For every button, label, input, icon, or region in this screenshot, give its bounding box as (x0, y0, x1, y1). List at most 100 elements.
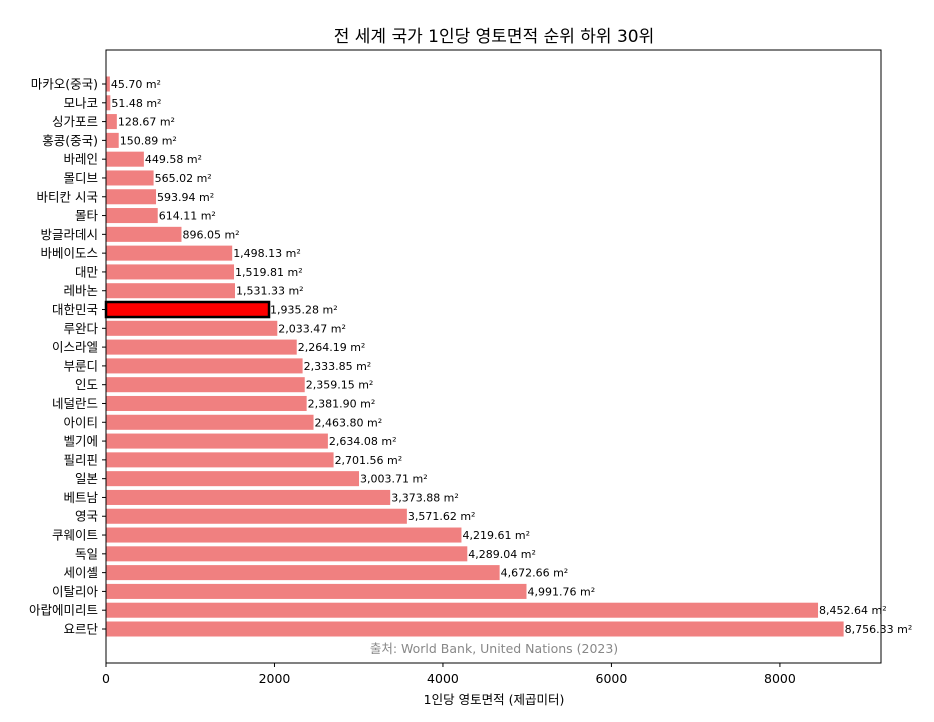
bar (106, 114, 117, 130)
bar (106, 320, 278, 336)
value-label: 1,531.33 m² (236, 285, 304, 298)
bar (106, 452, 334, 468)
value-label: 8,452.64 m² (819, 604, 887, 617)
bar (106, 395, 307, 411)
bar (106, 95, 111, 111)
bar (106, 508, 407, 524)
category-label: 대한민국 (52, 302, 98, 317)
category-label: 독일 (75, 546, 98, 561)
value-label: 4,672.66 m² (501, 567, 569, 580)
bar (106, 602, 819, 618)
bar (106, 226, 182, 242)
category-label: 마카오(중국) (31, 77, 98, 92)
value-label: 614.11 m² (159, 210, 216, 223)
category-label: 베트남 (63, 490, 98, 505)
bar (106, 565, 500, 581)
bar (106, 546, 468, 562)
value-label: 896.05 m² (182, 228, 239, 241)
value-label: 1,498.13 m² (233, 247, 301, 260)
value-label: 3,373.88 m² (391, 491, 459, 504)
bar (106, 151, 144, 167)
value-label: 565.02 m² (155, 172, 212, 185)
x-tick-label: 6000 (596, 671, 628, 686)
bar (106, 170, 154, 186)
value-label: 1,519.81 m² (235, 266, 303, 279)
value-labels-group: 45.70 m² 51.48 m² 128.67 m² 150.89 m² 449.58… (111, 78, 912, 636)
category-label: 이탈리아 (52, 584, 99, 599)
bars-group (104, 76, 844, 637)
bar (106, 245, 233, 261)
chart-title: 전 세계 국가 1인당 영토면적 순위 하위 30위 (334, 27, 655, 47)
category-label: 방글라데시 (40, 227, 98, 242)
value-label: 2,701.56 m² (335, 454, 403, 467)
x-tick-label: 4000 (427, 671, 459, 686)
value-label: 1,935.28 m² (270, 304, 338, 317)
value-label: 150.89 m² (120, 134, 177, 147)
value-label: 128.67 m² (118, 116, 175, 129)
bar (106, 208, 158, 224)
x-ticks-group: 0 2000 4000 6000 8000 (102, 663, 796, 686)
value-label: 2,463.80 m² (315, 416, 383, 429)
category-label: 몰타 (75, 208, 99, 223)
value-label: 2,333.85 m² (304, 360, 372, 373)
category-label: 영국 (75, 509, 98, 524)
category-label: 부룬디 (63, 358, 98, 373)
bar (106, 189, 157, 205)
value-label: 2,264.19 m² (298, 341, 366, 354)
value-label: 3,003.71 m² (360, 473, 428, 486)
source-annotation: 출처: World Bank, United Nations (2023) (370, 641, 618, 656)
category-label: 모나코 (63, 95, 98, 110)
bar (106, 283, 235, 299)
value-label: 2,634.08 m² (329, 435, 397, 448)
plot-frame (105, 49, 882, 664)
category-label: 몰디브 (63, 170, 98, 185)
category-label: 벨기에 (63, 434, 98, 449)
value-label: 3,571.62 m² (408, 510, 476, 523)
category-label: 쿠웨이트 (52, 528, 98, 543)
value-label: 4,289.04 m² (468, 548, 536, 561)
value-label: 2,359.15 m² (306, 379, 374, 392)
bar (106, 621, 844, 637)
bar (106, 414, 314, 430)
category-label: 루완다 (63, 321, 98, 336)
category-label: 아랍에미리트 (29, 603, 98, 618)
bar (106, 377, 305, 393)
value-label: 2,033.47 m² (278, 322, 346, 335)
value-label: 449.58 m² (145, 153, 202, 166)
category-label: 바레인 (63, 152, 98, 167)
value-label: 593.94 m² (157, 191, 214, 204)
category-label: 홍콩(중국) (42, 133, 98, 148)
category-label: 바베이도스 (40, 246, 98, 261)
value-label: 4,219.61 m² (462, 529, 530, 542)
value-label: 45.70 m² (111, 78, 161, 91)
category-label: 인도 (75, 377, 98, 392)
value-label: 2,381.90 m² (308, 397, 376, 410)
bar (106, 433, 328, 449)
value-label: 8,756.33 m² (845, 623, 913, 636)
bar (106, 527, 462, 543)
value-label: 4,991.76 m² (528, 585, 596, 598)
bar (106, 339, 297, 355)
category-label: 레바논 (63, 283, 98, 298)
bar (106, 358, 303, 374)
x-tick-label: 2000 (259, 671, 291, 686)
bar (106, 76, 110, 92)
x-tick-label: 8000 (764, 671, 796, 686)
bar (106, 583, 527, 599)
bar (106, 471, 360, 487)
x-axis-label: 1인당 영토면적 (제곱미터) (424, 692, 565, 707)
bar (106, 132, 119, 148)
category-label: 아이티 (63, 415, 98, 430)
category-label: 요르단 (63, 622, 98, 637)
category-label: 세이셸 (63, 565, 98, 580)
category-label: 바티칸 시국 (37, 189, 98, 204)
category-label: 일본 (75, 471, 98, 486)
bar-highlight (104, 300, 271, 319)
category-label: 싱가포르 (52, 114, 98, 129)
x-tick-label: 0 (102, 671, 110, 686)
category-label: 네덜란드 (52, 396, 98, 411)
category-label: 대만 (75, 264, 99, 279)
